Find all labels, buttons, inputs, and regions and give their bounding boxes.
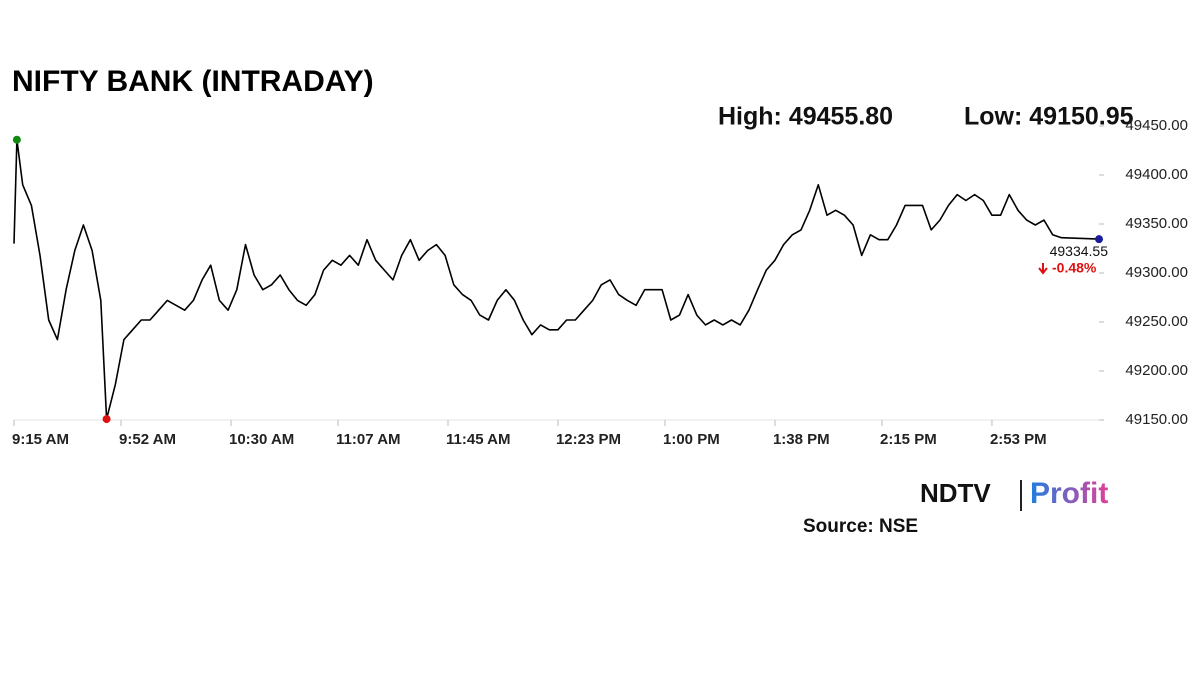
x-tick-label: 9:15 AM <box>12 431 69 448</box>
y-tick-label: 49150.00 <box>1125 411 1188 428</box>
y-tick-label: 49200.00 <box>1125 362 1188 379</box>
x-tick-label: 9:52 AM <box>119 431 176 448</box>
x-tick-label: 10:30 AM <box>229 431 294 448</box>
x-tick-label: 12:23 PM <box>556 431 621 448</box>
low-label: Low: 49150.95 <box>964 103 1134 131</box>
change-label: -0.48% <box>1052 260 1097 276</box>
x-tick-label: 11:45 AM <box>446 431 510 448</box>
x-tick-label: 1:38 PM <box>773 431 830 448</box>
y-tick-label: 49300.00 <box>1125 264 1188 281</box>
high-dot <box>12 135 21 144</box>
source-label: Source: NSE <box>803 516 918 537</box>
x-tick-label: 2:15 PM <box>880 431 937 448</box>
x-tick-label: 11:07 AM <box>336 431 400 448</box>
chart-title: NIFTY BANK (INTRADAY) <box>12 65 374 98</box>
last-value-label: 49334.55 <box>1050 243 1109 259</box>
x-tick-label: 2:53 PM <box>990 431 1047 448</box>
low-dot <box>102 415 111 424</box>
logo-left: NDTV <box>920 478 991 508</box>
down-arrow <box>1038 263 1048 275</box>
y-tick-label: 49450.00 <box>1125 117 1188 134</box>
y-tick-label: 49400.00 <box>1125 166 1188 183</box>
y-tick-label: 49350.00 <box>1125 215 1188 232</box>
high-label: High: 49455.80 <box>718 103 893 131</box>
logo-right: Profit <box>1030 477 1108 510</box>
price-line <box>13 138 1100 420</box>
last-dot <box>1095 235 1103 244</box>
y-tick-label: 49250.00 <box>1125 313 1188 330</box>
x-tick-label: 1:00 PM <box>663 431 720 448</box>
